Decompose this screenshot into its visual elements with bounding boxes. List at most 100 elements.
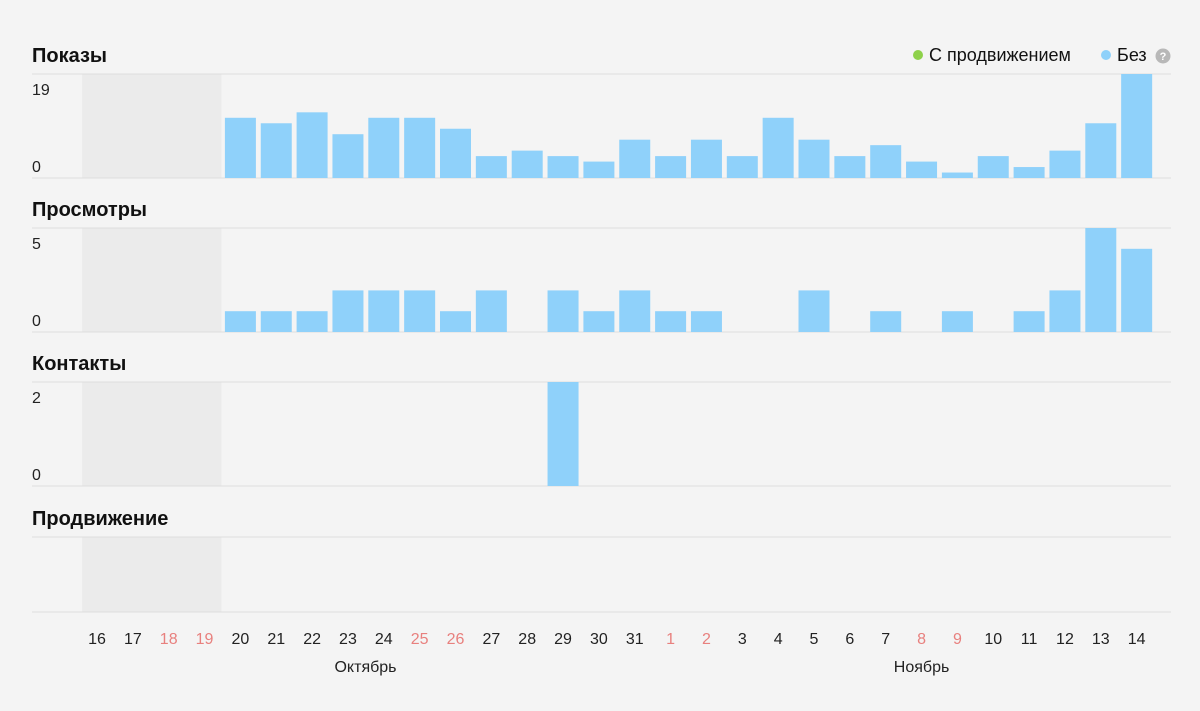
help-glyph: ? bbox=[1160, 51, 1167, 63]
bar[interactable] bbox=[1121, 248, 1153, 332]
panel-title: Контакты bbox=[32, 353, 126, 375]
bar[interactable] bbox=[368, 290, 400, 332]
x-tick-label: 2 bbox=[702, 631, 711, 648]
x-tick-label: 7 bbox=[881, 631, 890, 648]
x-tick-label: 9 bbox=[953, 631, 962, 648]
y-tick-zero: 0 bbox=[32, 313, 41, 330]
bar[interactable] bbox=[906, 161, 938, 178]
bar[interactable] bbox=[368, 117, 400, 178]
bar[interactable] bbox=[1013, 167, 1045, 178]
bar[interactable] bbox=[260, 123, 292, 178]
bar[interactable] bbox=[583, 161, 615, 178]
x-tick-label: 25 bbox=[411, 631, 429, 648]
inactive-period-band bbox=[82, 228, 222, 332]
panel-title: Продвижение bbox=[32, 508, 168, 530]
bar[interactable] bbox=[547, 290, 579, 332]
bar[interactable] bbox=[475, 290, 507, 332]
bar[interactable] bbox=[440, 128, 471, 178]
panel-2: Просмотры 5 0 bbox=[32, 199, 1171, 333]
bar[interactable] bbox=[1013, 311, 1045, 332]
x-tick-label: 24 bbox=[375, 631, 393, 648]
legend-plain-marker bbox=[1101, 50, 1111, 60]
month-label: Октябрь bbox=[334, 659, 396, 676]
x-tick-label: 11 bbox=[1021, 631, 1038, 648]
bar[interactable] bbox=[260, 311, 292, 332]
bar[interactable] bbox=[332, 134, 364, 178]
legend-promo-marker bbox=[913, 50, 923, 60]
y-tick-zero: 0 bbox=[32, 159, 41, 176]
x-tick-label: 30 bbox=[590, 631, 608, 648]
bar[interactable] bbox=[690, 139, 722, 178]
inactive-period-band bbox=[82, 74, 222, 178]
bar[interactable] bbox=[332, 290, 364, 332]
x-tick-label: 18 bbox=[160, 631, 178, 648]
bar[interactable] bbox=[404, 290, 436, 332]
bar[interactable] bbox=[296, 112, 328, 178]
bar[interactable] bbox=[798, 290, 830, 332]
x-tick-label: 17 bbox=[124, 631, 142, 648]
x-tick-label: 4 bbox=[774, 631, 783, 648]
x-tick-label: 29 bbox=[554, 631, 572, 648]
x-tick-label: 10 bbox=[984, 631, 1002, 648]
x-tick-label: 13 bbox=[1092, 631, 1110, 648]
x-tick-label: 5 bbox=[810, 631, 819, 648]
inactive-period-band bbox=[82, 537, 222, 612]
inactive-period-band bbox=[82, 382, 222, 486]
bar[interactable] bbox=[511, 150, 543, 178]
bar[interactable] bbox=[1049, 290, 1081, 332]
x-tick-label: 31 bbox=[626, 631, 644, 648]
x-tick-label: 27 bbox=[482, 631, 500, 648]
bar[interactable] bbox=[1085, 123, 1117, 178]
bar[interactable] bbox=[870, 145, 902, 178]
bar[interactable] bbox=[977, 156, 1009, 178]
bar[interactable] bbox=[475, 156, 507, 178]
bar[interactable] bbox=[870, 311, 902, 332]
bar[interactable] bbox=[404, 117, 436, 178]
legend-plain-label[interactable]: Без bbox=[1117, 45, 1147, 65]
bar[interactable] bbox=[941, 311, 973, 332]
panel-1: Показы 19 0 bbox=[32, 45, 1171, 179]
bar[interactable] bbox=[547, 382, 579, 486]
x-tick-label: 3 bbox=[738, 631, 747, 648]
bar[interactable] bbox=[1049, 150, 1081, 178]
panel-3: Контакты 2 0 bbox=[32, 353, 1171, 487]
legend-promo-label[interactable]: С продвижением bbox=[929, 45, 1071, 65]
x-tick-label: 14 bbox=[1128, 631, 1146, 648]
bar[interactable] bbox=[1121, 74, 1153, 178]
x-tick-label: 26 bbox=[447, 631, 465, 648]
x-tick-label: 19 bbox=[196, 631, 214, 648]
bar[interactable] bbox=[941, 172, 973, 178]
bar[interactable] bbox=[655, 156, 687, 178]
x-tick-label: 21 bbox=[267, 631, 285, 648]
x-tick-label: 23 bbox=[339, 631, 357, 648]
bar[interactable] bbox=[583, 311, 615, 332]
bar[interactable] bbox=[619, 139, 651, 178]
bar[interactable] bbox=[798, 139, 830, 178]
bar[interactable] bbox=[619, 290, 651, 332]
bar[interactable] bbox=[224, 117, 256, 178]
bar[interactable] bbox=[1085, 228, 1117, 332]
panel-title: Показы bbox=[32, 45, 107, 67]
bar[interactable] bbox=[834, 156, 866, 178]
x-tick-label: 6 bbox=[845, 631, 854, 648]
panel-title: Просмотры bbox=[32, 199, 147, 221]
y-tick-max: 19 bbox=[32, 82, 50, 99]
bar[interactable] bbox=[547, 156, 579, 178]
bar[interactable] bbox=[440, 311, 471, 332]
question-circle-icon[interactable]: ? bbox=[1155, 48, 1171, 64]
bar[interactable] bbox=[655, 311, 687, 332]
bar[interactable] bbox=[296, 311, 328, 332]
bar[interactable] bbox=[224, 311, 256, 332]
bar[interactable] bbox=[690, 311, 722, 332]
help-circle bbox=[1155, 48, 1171, 64]
x-tick-label: 20 bbox=[232, 631, 250, 648]
x-tick-label: 22 bbox=[303, 631, 321, 648]
bar[interactable] bbox=[726, 156, 758, 178]
x-tick-label: 8 bbox=[917, 631, 926, 648]
y-tick-max: 2 bbox=[32, 390, 41, 407]
bar[interactable] bbox=[762, 117, 794, 178]
x-tick-label: 12 bbox=[1056, 631, 1074, 648]
panel-4: Продвижение bbox=[32, 508, 1171, 613]
